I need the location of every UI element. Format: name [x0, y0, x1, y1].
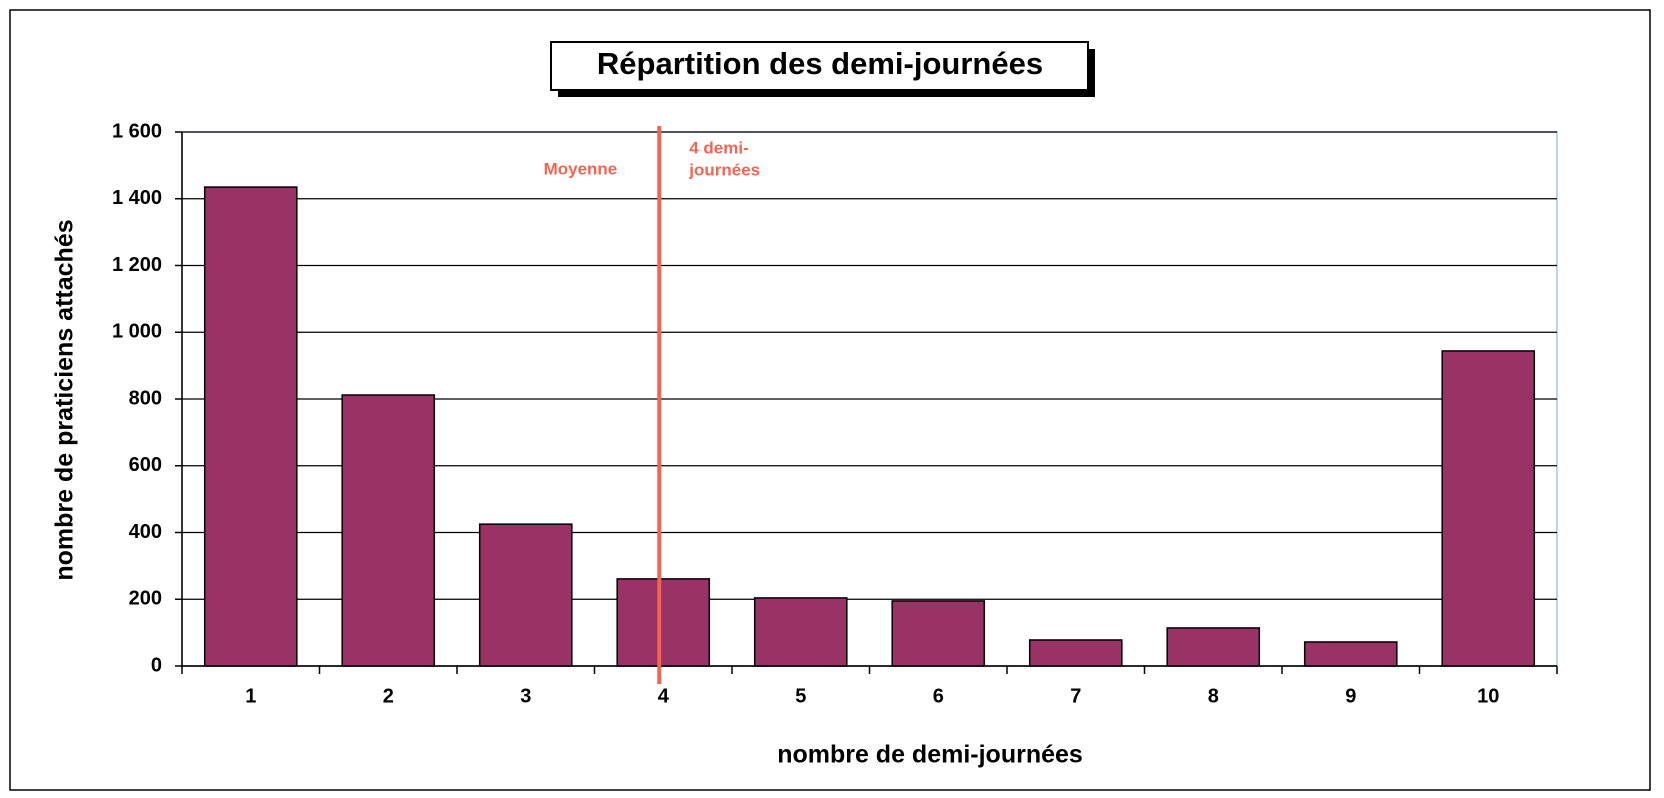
bar	[616, 578, 711, 667]
y-tick-label: 400	[129, 521, 162, 543]
y-tick-label: 0	[151, 654, 162, 676]
mean-note: journées	[688, 160, 760, 179]
bar	[203, 186, 298, 667]
x-tick-label: 5	[795, 685, 806, 707]
bar	[1303, 641, 1398, 667]
x-tick-label: 10	[1477, 685, 1499, 707]
bar	[1166, 627, 1261, 667]
mean-note: 4 demi-	[689, 138, 749, 157]
y-tick-label: 1 200	[112, 254, 162, 276]
y-tick-label: 600	[129, 454, 162, 476]
bar	[1028, 639, 1123, 667]
x-tick-label: 4	[658, 685, 670, 707]
y-tick-label: 200	[129, 588, 162, 610]
x-tick-label: 6	[933, 685, 944, 707]
bar	[1441, 350, 1536, 667]
x-tick-label: 2	[383, 685, 394, 707]
y-axis-label: nombre de praticiens attachés	[51, 219, 79, 580]
y-tick-label: 800	[129, 387, 162, 409]
x-tick-label: 7	[1070, 685, 1081, 707]
x-tick-label: 3	[520, 685, 531, 707]
y-tick-label: 1 600	[112, 120, 162, 142]
x-tick-label: 1	[245, 685, 256, 707]
x-axis-label: nombre de demi-journées	[777, 741, 1083, 769]
title-box	[550, 41, 1089, 91]
bar	[891, 600, 986, 667]
bar	[478, 523, 573, 667]
mean-label: Moyenne	[544, 159, 618, 178]
x-tick-label: 8	[1208, 685, 1219, 707]
y-tick-label: 1 400	[112, 187, 162, 209]
x-tick-label: 9	[1345, 685, 1356, 707]
bar	[341, 394, 436, 667]
bar	[753, 597, 848, 667]
chart-title: Répartition des demi-journées	[597, 46, 1043, 81]
y-tick-label: 1 000	[112, 321, 162, 343]
